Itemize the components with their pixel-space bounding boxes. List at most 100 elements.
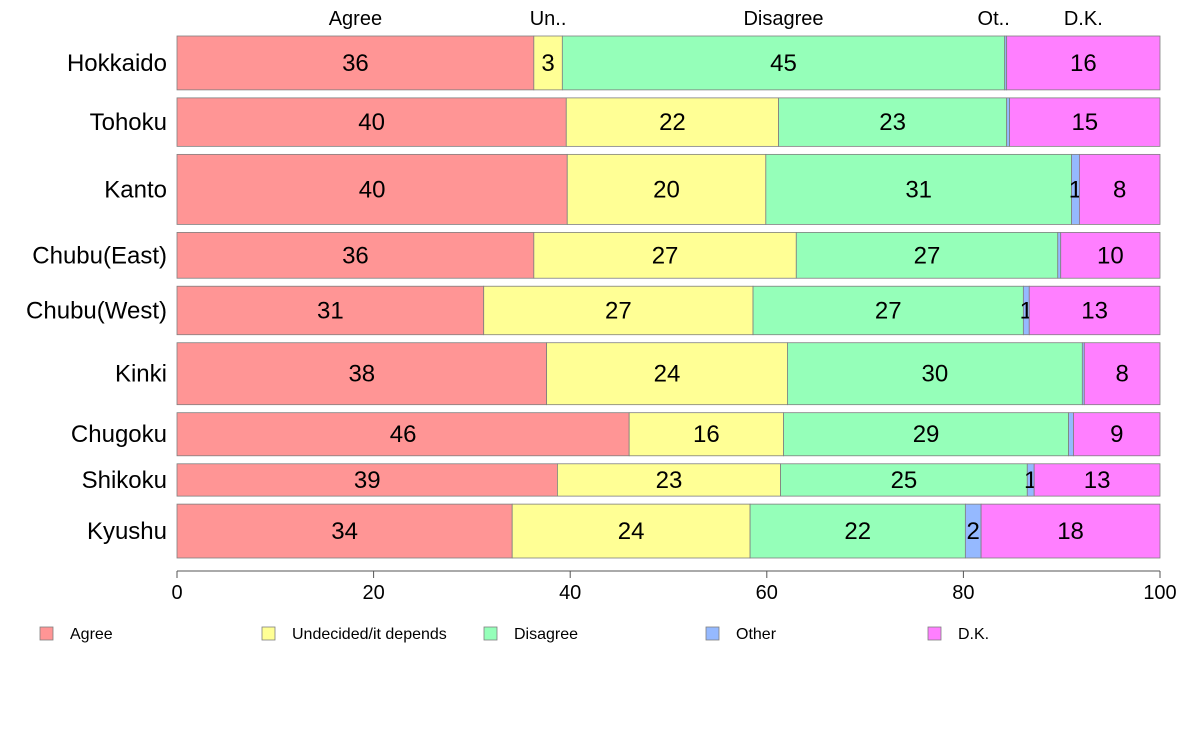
legend-item-other: Other xyxy=(705,626,777,643)
legend-label: D.K. xyxy=(958,626,989,643)
data-label: 36 xyxy=(342,50,369,77)
bar-segment-agree xyxy=(176,503,513,559)
bar-segment-agree xyxy=(176,153,568,225)
data-label: 23 xyxy=(879,109,906,136)
x-tick-label: 60 xyxy=(756,582,778,604)
legend-item-agree: Agree xyxy=(39,626,113,643)
data-label: 27 xyxy=(605,297,632,324)
row-label-kanto: Kanto xyxy=(104,176,167,203)
bar-row-hokkaido: 36 3 45 16 xyxy=(176,35,1161,91)
bar-segment-d-k xyxy=(1083,342,1161,406)
row-label-chubu-east: Chubu(East) xyxy=(32,242,167,269)
data-label: 31 xyxy=(905,176,932,203)
data-label: 27 xyxy=(652,242,679,269)
bar-segment-disagree xyxy=(561,35,1006,91)
data-label: 20 xyxy=(653,176,680,203)
legend-swatch xyxy=(705,626,720,641)
legend-label: Other xyxy=(736,626,777,643)
data-label: 8 xyxy=(1113,176,1126,203)
data-label: 23 xyxy=(656,467,683,494)
bar-row-tohoku: 40 22 23 15 xyxy=(176,97,1161,147)
data-label: 24 xyxy=(654,361,681,388)
bar-row-kanto: 40 20 31 1 8 xyxy=(176,153,1161,225)
legend-swatch xyxy=(39,626,54,641)
bar-segment-undecided-it-depends xyxy=(483,285,754,336)
data-label: 13 xyxy=(1081,297,1108,324)
top-label-agree: Agree xyxy=(329,8,382,30)
bar-segment-undecided-it-depends xyxy=(566,153,767,225)
bar-segment-undecided-it-depends xyxy=(628,412,784,457)
legend-item-disagree: Disagree xyxy=(483,626,578,643)
data-label: 29 xyxy=(913,421,940,448)
data-label: 10 xyxy=(1097,242,1124,269)
data-label: 16 xyxy=(693,421,720,448)
bar-row-shikoku: 39 23 25 1 13 xyxy=(176,463,1161,497)
bar-segment-undecided-it-depends xyxy=(533,232,797,279)
data-label: 25 xyxy=(891,467,918,494)
legend-label: Disagree xyxy=(514,626,578,643)
data-label: 3 xyxy=(541,50,554,77)
legend: Agree Undecided/it depends Disagree Other D.… xyxy=(39,626,989,643)
data-label: 38 xyxy=(348,361,375,388)
row-label-chugoku: Chugoku xyxy=(71,421,167,448)
top-label-disagree: Disagree xyxy=(743,8,823,30)
row-label-shikoku: Shikoku xyxy=(82,467,167,494)
data-label: 39 xyxy=(354,467,381,494)
top-label-ot: Ot.. xyxy=(978,8,1010,30)
bar-segment-disagree xyxy=(749,503,966,559)
row-label-kinki: Kinki xyxy=(115,361,167,388)
bar-segment-d-k xyxy=(980,503,1161,559)
bar-segment-undecided-it-depends xyxy=(557,463,781,497)
data-label: 13 xyxy=(1084,467,1111,494)
x-tick-label: 20 xyxy=(362,582,384,604)
bar-segment-d-k xyxy=(1073,412,1161,457)
top-category-labels: Agree Un.. Disagree Ot.. D.K. xyxy=(329,8,1103,30)
x-tick-label: 100 xyxy=(1143,582,1176,604)
bar-segment-disagree xyxy=(795,232,1059,279)
x-tick-label: 40 xyxy=(559,582,581,604)
data-label: 27 xyxy=(914,242,941,269)
bar-segment-agree xyxy=(176,342,548,406)
data-label: 1 xyxy=(1069,176,1082,203)
bar-segment-disagree xyxy=(778,97,1008,147)
bar-segment-agree xyxy=(176,97,567,147)
data-label: 24 xyxy=(618,518,645,545)
data-label: 2 xyxy=(967,518,980,545)
bar-row-kinki: 38 24 30 8 xyxy=(176,342,1161,406)
bar-row-chubu-east: 36 27 27 10 xyxy=(176,232,1161,279)
data-label: 22 xyxy=(844,518,871,545)
bars-area: 36 3 45 16 40 22 23 15 40 20 31 1 8 36 27 27 10 31 27 27 1 13… xyxy=(176,35,1161,559)
bar-segment-disagree xyxy=(783,412,1069,457)
bar-segment-d-k xyxy=(1078,153,1161,225)
bar-segment-d-k xyxy=(1028,285,1161,336)
bar-segment-other xyxy=(1006,97,1011,147)
legend-swatch xyxy=(483,626,498,641)
legend-swatch xyxy=(261,626,276,641)
bar-row-chugoku: 46 16 29 9 xyxy=(176,412,1161,457)
bar-segment-agree xyxy=(176,232,535,279)
bar-segment-agree xyxy=(176,35,535,91)
bar-segment-other xyxy=(1068,412,1074,457)
row-label-kyushu: Kyushu xyxy=(87,518,167,545)
bar-segment-agree xyxy=(176,463,558,497)
bar-row-chubu-west: 31 27 27 1 13 xyxy=(176,285,1161,336)
bar-segment-d-k xyxy=(1006,35,1161,91)
data-label: 31 xyxy=(317,297,344,324)
legend-swatch xyxy=(927,626,942,641)
x-axis: 0 20 40 60 80 100 xyxy=(171,570,1177,604)
bar-row-kyushu: 34 24 22 2 18 xyxy=(176,503,1161,559)
x-tick-label: 80 xyxy=(952,582,974,604)
row-label-hokkaido: Hokkaido xyxy=(67,50,167,77)
data-label: 22 xyxy=(659,109,686,136)
bar-segment-disagree xyxy=(752,285,1024,336)
bar-segment-d-k xyxy=(1060,232,1161,279)
bar-segment-undecided-it-depends xyxy=(565,97,779,147)
bar-segment-other xyxy=(1057,232,1062,279)
legend-item-undecided-it-depends: Undecided/it depends xyxy=(261,626,447,643)
row-labels: Hokkaido Tohoku Kanto Chubu(East) Chubu(West… xyxy=(26,50,167,545)
bar-segment-disagree xyxy=(787,342,1083,406)
legend-item-d-k: D.K. xyxy=(927,626,989,643)
legend-label: Agree xyxy=(70,626,113,643)
bar-segment-d-k xyxy=(1033,463,1161,497)
